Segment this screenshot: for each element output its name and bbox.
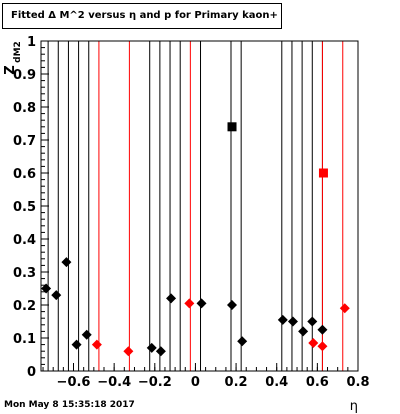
- data-point-diamond: [237, 336, 248, 347]
- y-tick-label: 0: [27, 365, 36, 380]
- data-point-diamond: [317, 324, 328, 335]
- data-point-diamond: [298, 326, 309, 337]
- data-point-diamond: [308, 337, 319, 348]
- y-tick-label: 0.7: [13, 134, 36, 149]
- x-tick-label: −0.6: [57, 375, 91, 390]
- data-point-diamond: [277, 314, 288, 325]
- y-tick-label: 1: [27, 35, 36, 50]
- x-tick-label: 0: [191, 375, 200, 390]
- x-tick-label: −0.4: [97, 375, 131, 390]
- y-axis-ticks: 0 0.1 0.2 0.3 0.4 0.5 0.6 0.7 0.8 0.9 1: [13, 35, 49, 380]
- data-point-diamond: [61, 257, 72, 268]
- data-points: [41, 122, 350, 357]
- timestamp: Mon May 8 15:35:18 2017: [4, 400, 135, 410]
- y-tick-label: 0.9: [13, 68, 36, 83]
- data-point-diamond: [317, 341, 328, 352]
- vertical-lines: [47, 41, 344, 371]
- chart-title: Fitted Δ M^2 versus η and p for Primary …: [2, 3, 282, 29]
- x-tick-label: 0.6: [306, 375, 329, 390]
- data-point-diamond: [287, 316, 298, 327]
- data-point-diamond: [155, 346, 166, 357]
- data-point-diamond: [307, 316, 318, 327]
- data-point-diamond: [123, 346, 134, 357]
- data-point-diamond: [166, 293, 177, 304]
- y-tick-label: 0.8: [13, 101, 36, 116]
- x-axis-label: η: [350, 399, 358, 414]
- x-tick-label: 0.8: [346, 375, 369, 390]
- y-tick-label: 0.2: [13, 299, 36, 314]
- data-point-diamond: [146, 342, 157, 353]
- data-point-diamond: [184, 298, 195, 309]
- data-point-diamond: [227, 300, 238, 310]
- data-point-square: [227, 122, 237, 132]
- data-point-diamond: [196, 298, 207, 309]
- x-tick-label: 0.4: [265, 375, 288, 390]
- data-point-diamond: [41, 283, 52, 294]
- data-point-diamond: [339, 303, 350, 314]
- y-tick-label: 0.5: [13, 200, 36, 215]
- y-tick-label: 0.6: [13, 167, 36, 182]
- y-tick-label: 0.3: [13, 266, 36, 281]
- x-tick-label: −0.2: [138, 375, 172, 390]
- y-axis-label-subscript: dM2: [13, 41, 23, 63]
- x-tick-label: 0.2: [225, 375, 248, 390]
- data-point-diamond: [51, 290, 62, 301]
- y-tick-label: 0.4: [13, 233, 36, 248]
- x-axis-ticks: −0.6 −0.4 −0.2 0 0.2 0.4 0.6 0.8: [42, 363, 370, 390]
- data-point-diamond: [91, 339, 102, 350]
- data-point-diamond: [81, 329, 92, 340]
- data-point-square: [318, 168, 328, 178]
- y-axis-label: Z: [3, 65, 18, 74]
- y-tick-label: 0.1: [13, 332, 36, 347]
- data-point-diamond: [71, 339, 82, 350]
